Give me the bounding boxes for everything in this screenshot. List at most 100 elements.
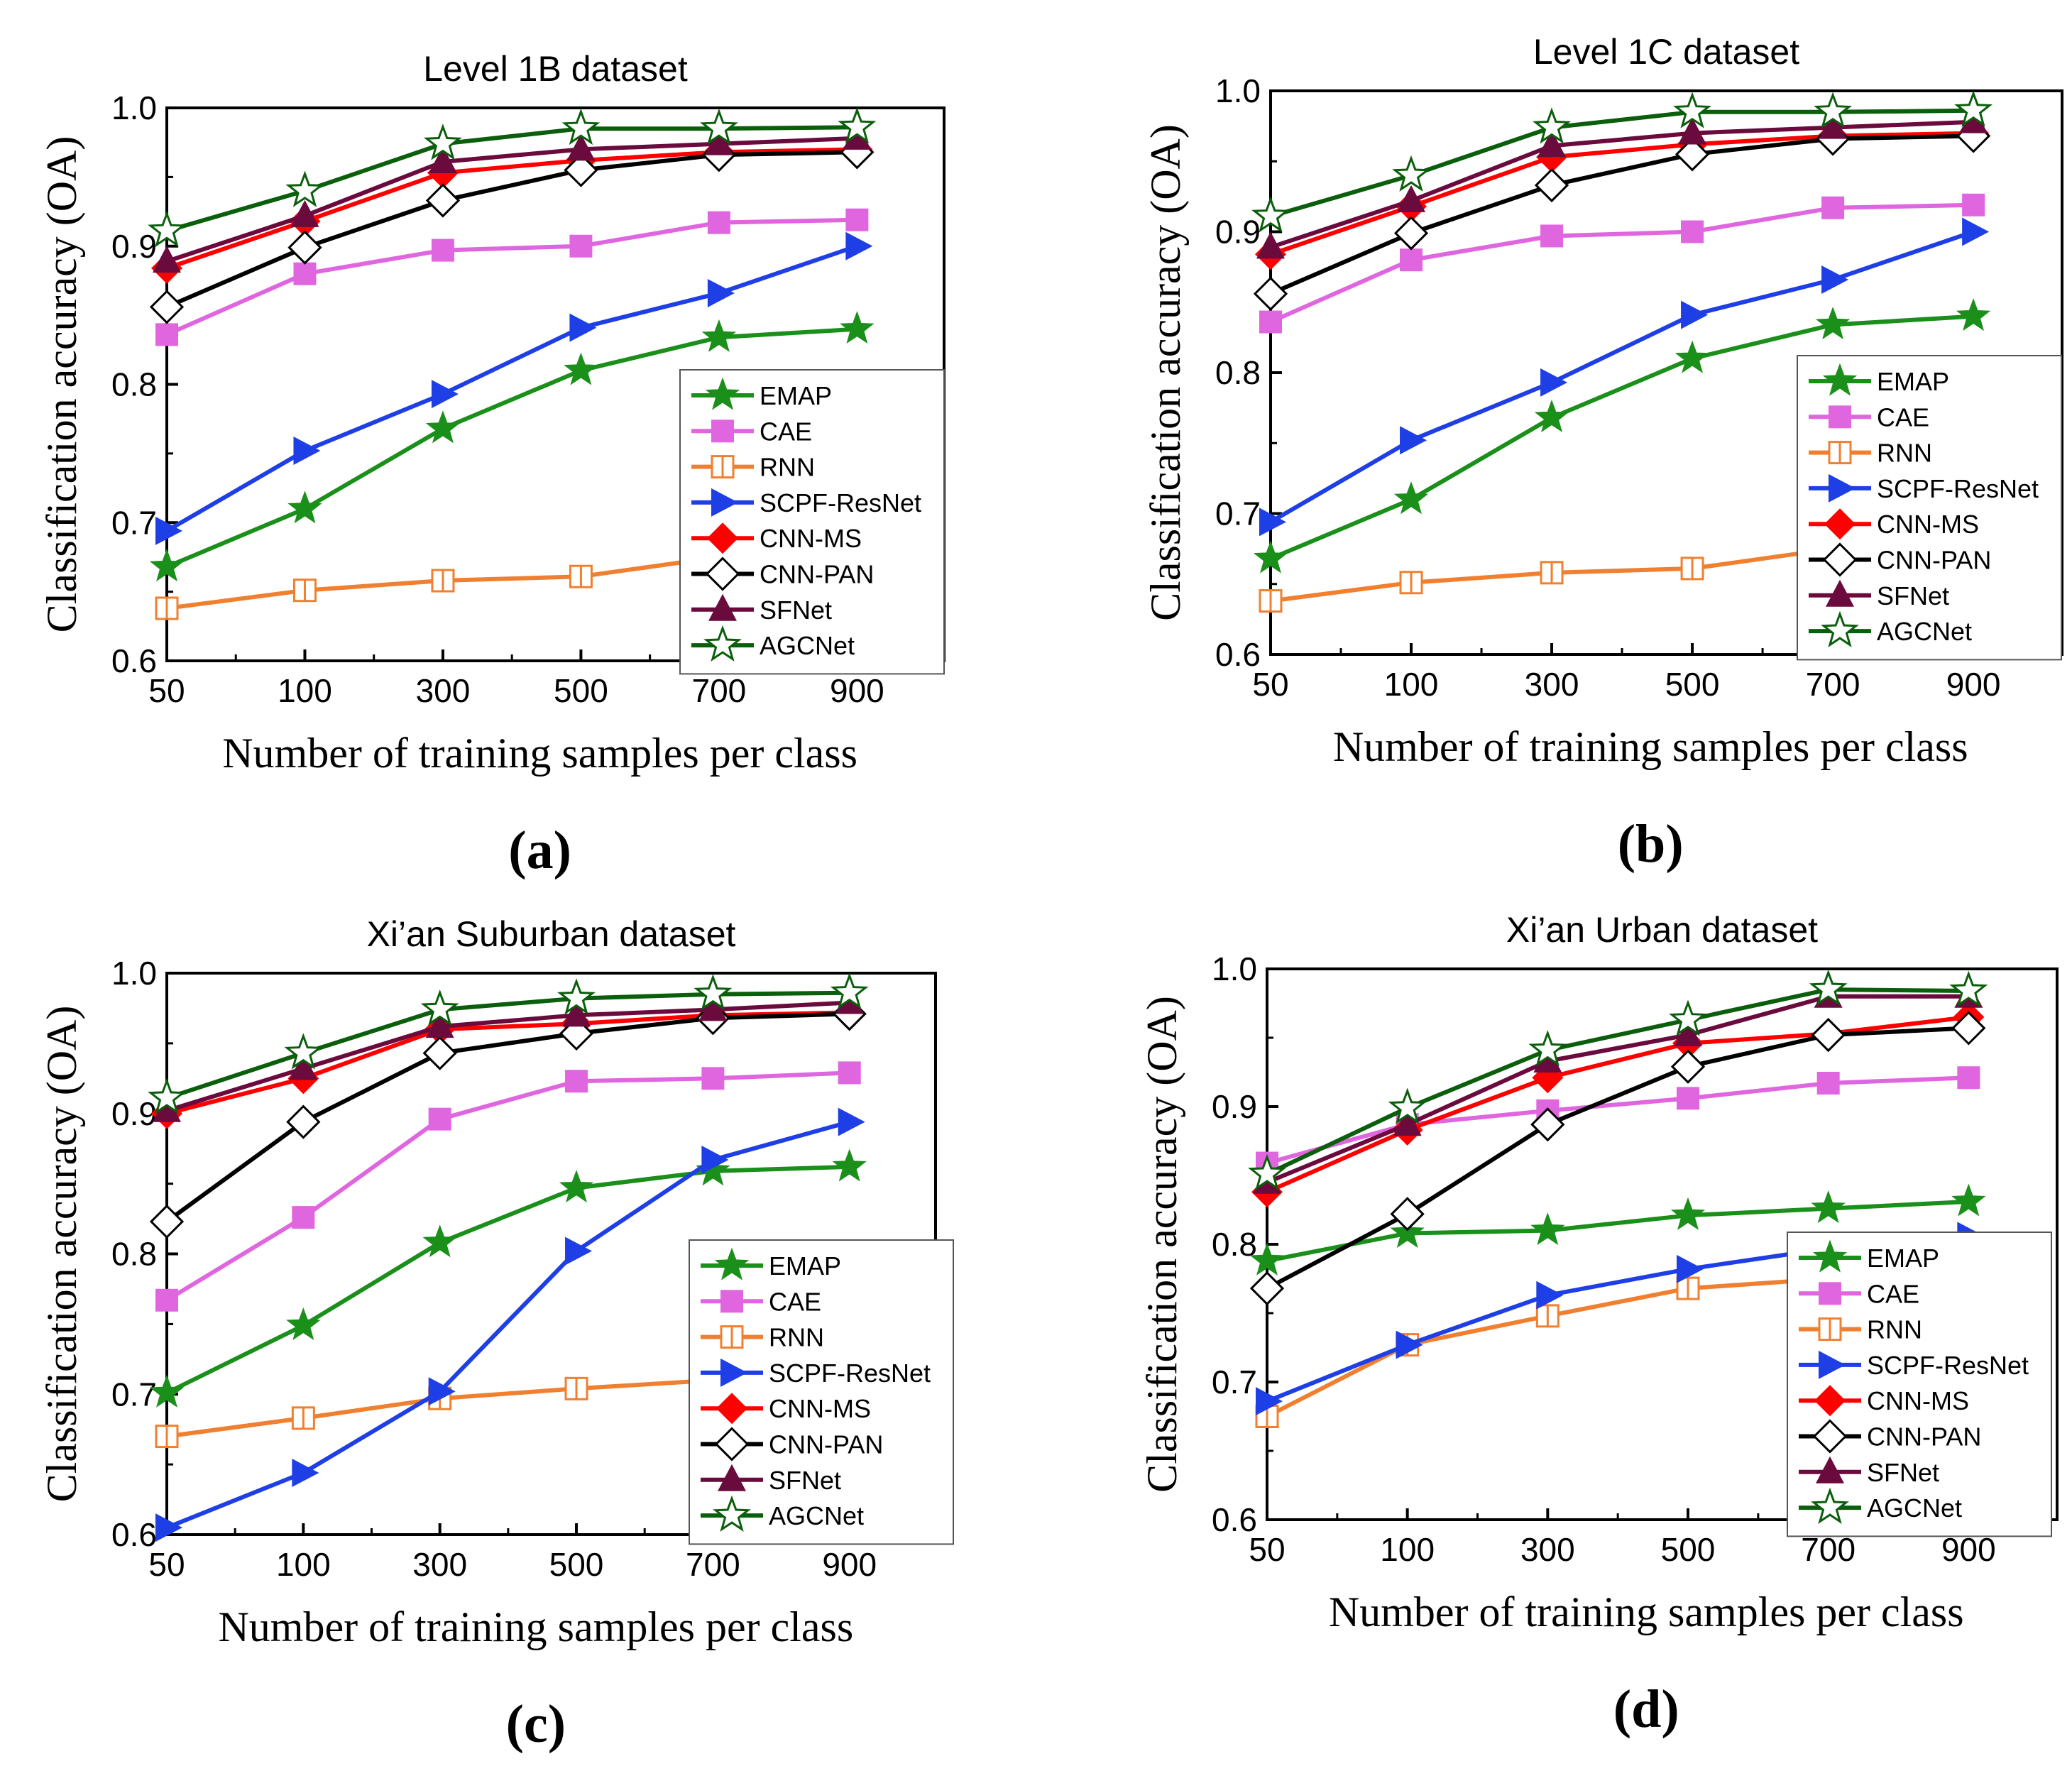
series-line — [165, 243, 858, 533]
series-scpf-resnet — [1259, 217, 1990, 537]
series-cnn-pan — [1249, 1011, 1986, 1306]
legend-label: CNN-PAN — [769, 1430, 883, 1459]
data-point — [423, 124, 462, 160]
y-tick-label: 1.0 — [111, 955, 157, 992]
series-line — [166, 1000, 850, 1113]
legend-marker — [1819, 1350, 1846, 1379]
data-point — [1256, 231, 1285, 259]
data-point — [1253, 540, 1288, 574]
series-cae — [1259, 193, 1985, 334]
y-axis-label: Classification accuracy (OA) — [1139, 996, 1185, 1493]
legend-marker — [1819, 1282, 1841, 1305]
series-line — [166, 136, 857, 264]
x-axis-label: Number of training samples per class — [222, 730, 857, 777]
legend-label: CNN-MS — [769, 1394, 871, 1423]
legend-marker — [1828, 441, 1852, 465]
legend-item: CAE — [701, 1287, 821, 1316]
legend-label: CNN-PAN — [1867, 1422, 1981, 1452]
legend-item: RNN — [691, 453, 815, 482]
legend-marker — [705, 377, 740, 410]
x-tick-label: 900 — [1941, 1531, 1996, 1568]
x-tick-label: 300 — [1525, 666, 1579, 703]
legend-marker — [716, 1393, 747, 1425]
data-point — [425, 183, 461, 218]
data-point — [1677, 1254, 1704, 1283]
data-point — [707, 278, 735, 307]
data-point — [1256, 1387, 1283, 1416]
data-point — [1393, 216, 1429, 251]
data-point — [1821, 196, 1845, 219]
y-tick-label: 1.0 — [1212, 950, 1257, 987]
legend-label: SFNet — [760, 596, 832, 625]
data-point — [1674, 340, 1710, 373]
data-point — [1949, 970, 1988, 1008]
legend-item: RNN — [1809, 439, 1932, 468]
data-point — [155, 1288, 178, 1312]
data-point — [701, 1146, 729, 1175]
data-point — [1251, 196, 1290, 233]
legend-marker — [720, 1290, 743, 1313]
data-point — [561, 108, 601, 146]
chart-panel-2: Level 1C dataset 0.6 0.7 0.8 0.9 1.0 50 100 300 5… — [1142, 32, 2063, 874]
data-point — [1390, 1197, 1425, 1232]
legend-label: CAE — [1877, 402, 1929, 432]
chart-title: Level 1C dataset — [1533, 32, 1799, 72]
data-point — [1951, 1011, 1986, 1046]
data-point — [292, 1458, 319, 1487]
data-point — [289, 1053, 318, 1080]
legend-label: AGCNet — [1867, 1493, 1962, 1523]
data-point — [701, 319, 737, 352]
series-emap — [149, 311, 875, 582]
legend-marker — [1829, 405, 1851, 429]
panel-label: (d) — [1613, 1679, 1679, 1739]
data-point — [1528, 1030, 1567, 1067]
panel-label: (a) — [508, 821, 571, 880]
legend-box — [1797, 355, 2062, 661]
legend-label: SFNet — [769, 1466, 841, 1495]
data-point — [1259, 310, 1282, 334]
data-point — [425, 1011, 454, 1038]
data-point — [1957, 1066, 1980, 1090]
data-point — [1540, 561, 1564, 585]
data-point — [701, 1067, 725, 1090]
data-point — [1259, 508, 1286, 537]
legend-label: CAE — [1867, 1279, 1919, 1308]
series-line — [166, 1010, 850, 1116]
data-point — [1393, 481, 1429, 515]
data-point — [1809, 969, 1848, 1007]
series-line — [1270, 108, 1974, 219]
legend: EMAP CAE RNN SCPF-ResNet CNN-MS CNN-PAN SFNet A… — [679, 369, 945, 675]
series-emap — [149, 1148, 867, 1408]
legend-item: SCPF-ResNet — [691, 488, 921, 517]
data-point — [420, 989, 459, 1026]
x-axis-label: Number of training samples per class — [218, 1603, 853, 1650]
data-point — [1821, 265, 1849, 294]
x-tick-label: 300 — [1520, 1531, 1575, 1568]
legend-item: CNN-MS — [1799, 1385, 1969, 1417]
data-point — [1533, 107, 1572, 144]
data-point — [1400, 248, 1423, 272]
legend-marker — [703, 625, 742, 662]
data-point — [1533, 1045, 1562, 1073]
chart-title: Xi’an Urban dataset — [1506, 910, 1818, 950]
legend-label: SCPF-ResNet — [760, 488, 921, 517]
data-point — [1536, 1280, 1564, 1310]
data-point — [565, 1236, 593, 1266]
data-point — [843, 122, 872, 150]
series-line — [1269, 133, 1974, 296]
y-tick-label: 0.6 — [1215, 636, 1261, 673]
legend-label: EMAP — [1877, 367, 1949, 396]
series-line — [1270, 131, 1974, 257]
chart-title: Xi’an Suburban dataset — [367, 914, 736, 954]
data-point — [1388, 1087, 1427, 1124]
legend-label: SCPF-ResNet — [769, 1359, 931, 1388]
data-point — [285, 170, 324, 207]
legend-marker — [1829, 473, 1856, 503]
legend-label: SFNet — [1877, 581, 1949, 610]
legend-label: CNN-PAN — [1877, 546, 1991, 575]
legend-marker — [1811, 1487, 1849, 1525]
y-tick-label: 0.9 — [1212, 1088, 1257, 1125]
data-point — [1249, 1242, 1285, 1276]
data-point — [1253, 276, 1288, 311]
x-tick-label: 50 — [148, 1546, 185, 1583]
